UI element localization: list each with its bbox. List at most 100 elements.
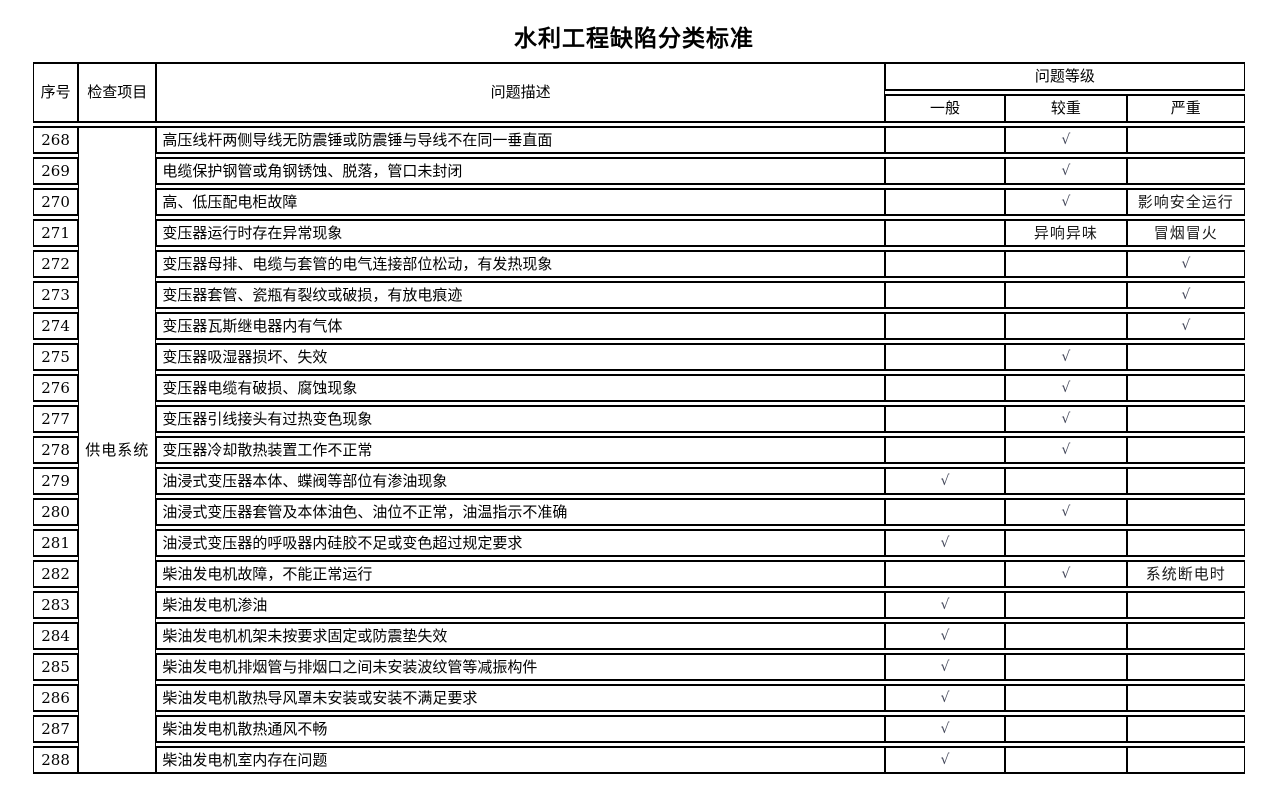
header-description: 问题描述 xyxy=(156,61,885,123)
row-description-cell: 电缆保护钢管或角钢锈蚀、脱落，管口未封闭 xyxy=(156,156,885,185)
row-description-cell: 油浸式变压器本体、蝶阀等部位有渗油现象 xyxy=(156,466,885,495)
row-description-cell: 变压器电缆有破损、腐蚀现象 xyxy=(156,373,885,402)
header-level-severe: 严重 xyxy=(1126,93,1245,123)
level-general-cell xyxy=(884,249,1006,278)
table-row: 276 变压器电缆有破损、腐蚀现象 √ xyxy=(33,373,1245,402)
row-index-cell: 271 xyxy=(33,218,79,247)
row-description-cell: 变压器运行时存在异常现象 xyxy=(156,218,885,247)
row-index-cell: 286 xyxy=(33,683,79,712)
level-moderate-cell: √ xyxy=(1005,497,1127,526)
table-row: 270 高、低压配电柜故障 √ 影响安全运行 xyxy=(33,187,1245,216)
level-general-cell: √ xyxy=(884,590,1006,619)
level-severe-cell xyxy=(1126,714,1245,743)
level-moderate-cell: √ xyxy=(1005,156,1127,185)
level-severe-cell xyxy=(1126,590,1245,619)
level-general-cell xyxy=(884,404,1006,433)
level-moderate-cell xyxy=(1005,745,1127,774)
level-general-cell xyxy=(884,559,1006,588)
level-moderate-cell xyxy=(1005,528,1127,557)
table-row: 268 供电系统 高压线杆两侧导线无防震锤或防震锤与导线不在同一垂直面 √ xyxy=(33,125,1245,774)
level-severe-cell xyxy=(1126,683,1245,712)
row-index-cell: 287 xyxy=(33,714,79,743)
row-description-cell: 变压器引线接头有过热变色现象 xyxy=(156,404,885,433)
header-index: 序号 xyxy=(33,61,79,123)
table-row: 288 柴油发电机室内存在问题 √ xyxy=(33,745,1245,774)
row-index-cell: 281 xyxy=(33,528,79,557)
row-description-cell: 柴油发电机室内存在问题 xyxy=(156,745,885,774)
page-title: 水利工程缺陷分类标准 xyxy=(514,26,754,52)
level-moderate-cell: 异响异味 xyxy=(1005,218,1127,247)
level-severe-cell: 影响安全运行 xyxy=(1126,187,1245,216)
level-moderate-cell: √ xyxy=(1005,187,1127,216)
level-general-cell xyxy=(884,125,1006,154)
level-moderate-cell xyxy=(1005,466,1127,495)
level-severe-cell xyxy=(1126,404,1245,433)
row-description-cell: 高压线杆两侧导线无防震锤或防震锤与导线不在同一垂直面 xyxy=(156,125,885,154)
row-description-cell: 柴油发电机排烟管与排烟口之间未安装波纹管等减振构件 xyxy=(156,652,885,681)
level-moderate-cell xyxy=(1005,652,1127,681)
level-moderate-cell: √ xyxy=(1005,342,1127,371)
row-index-cell: 288 xyxy=(33,745,79,774)
row-index-cell: 283 xyxy=(33,590,79,619)
table-row: 278 变压器冷却散热装置工作不正常 √ xyxy=(33,435,1245,464)
level-severe-cell xyxy=(1126,435,1245,464)
level-severe-cell: 系统断电时 xyxy=(1126,559,1245,588)
level-severe-cell xyxy=(1126,745,1245,774)
level-severe-cell: √ xyxy=(1126,311,1245,340)
level-moderate-cell xyxy=(1005,621,1127,650)
level-moderate-cell: √ xyxy=(1005,559,1127,588)
row-description-cell: 变压器吸湿器损坏、失效 xyxy=(156,342,885,371)
level-general-cell: √ xyxy=(884,683,1006,712)
table-row: 273 变压器套管、瓷瓶有裂纹或破损，有放电痕迹 √ xyxy=(33,280,1245,309)
row-description-cell: 柴油发电机机架未按要求固定或防震垫失效 xyxy=(156,621,885,650)
row-index-cell: 280 xyxy=(33,497,79,526)
level-general-cell: √ xyxy=(884,466,1006,495)
row-index-cell: 274 xyxy=(33,311,79,340)
row-index-cell: 282 xyxy=(33,559,79,588)
level-general-cell xyxy=(884,373,1006,402)
header-level-group: 问题等级 xyxy=(884,61,1245,91)
level-general-cell xyxy=(884,342,1006,371)
row-description-cell: 变压器套管、瓷瓶有裂纹或破损，有放电痕迹 xyxy=(156,280,885,309)
table-row: 286 柴油发电机散热导风罩未安装或安装不满足要求 √ xyxy=(33,683,1245,712)
table-row: 284 柴油发电机机架未按要求固定或防震垫失效 √ xyxy=(33,621,1245,650)
level-severe-cell xyxy=(1126,466,1245,495)
row-description-cell: 变压器母排、电缆与套管的电气连接部位松动，有发热现象 xyxy=(156,249,885,278)
level-general-cell: √ xyxy=(884,621,1006,650)
row-index-cell: 268 xyxy=(33,125,79,154)
level-severe-cell xyxy=(1126,652,1245,681)
level-moderate-cell xyxy=(1005,714,1127,743)
table-row: 269 电缆保护钢管或角钢锈蚀、脱落，管口未封闭 √ xyxy=(33,156,1245,185)
row-description-cell: 柴油发电机散热通风不畅 xyxy=(156,714,885,743)
level-moderate-cell: √ xyxy=(1005,404,1127,433)
level-general-cell: √ xyxy=(884,745,1006,774)
table-row: 275 变压器吸湿器损坏、失效 √ xyxy=(33,342,1245,371)
level-general-cell xyxy=(884,156,1006,185)
level-general-cell xyxy=(884,280,1006,309)
row-description-cell: 柴油发电机散热导风罩未安装或安装不满足要求 xyxy=(156,683,885,712)
table-header: 序号 检查项目 问题描述 问题等级 一般 较重 严重 xyxy=(33,61,1245,123)
table-row: 282 柴油发电机故障，不能正常运行 √ 系统断电时 xyxy=(33,559,1245,588)
row-description-cell: 油浸式变压器套管及本体油色、油位不正常，油温指示不准确 xyxy=(156,497,885,526)
level-moderate-cell xyxy=(1005,311,1127,340)
level-severe-cell: 冒烟冒火 xyxy=(1126,218,1245,247)
level-moderate-cell xyxy=(1005,590,1127,619)
level-general-cell: √ xyxy=(884,714,1006,743)
row-index-cell: 279 xyxy=(33,466,79,495)
row-index-cell: 285 xyxy=(33,652,79,681)
level-moderate-cell xyxy=(1005,249,1127,278)
level-severe-cell xyxy=(1126,156,1245,185)
header-level-general: 一般 xyxy=(884,93,1006,123)
level-severe-cell: √ xyxy=(1126,280,1245,309)
level-general-cell xyxy=(884,497,1006,526)
level-severe-cell xyxy=(1126,497,1245,526)
level-general-cell xyxy=(884,435,1006,464)
row-description-cell: 柴油发电机故障，不能正常运行 xyxy=(156,559,885,588)
level-moderate-cell xyxy=(1005,280,1127,309)
table-row: 280 油浸式变压器套管及本体油色、油位不正常，油温指示不准确 √ xyxy=(33,497,1245,526)
header-level-moderate: 较重 xyxy=(1005,93,1127,123)
table-row: 277 变压器引线接头有过热变色现象 √ xyxy=(33,404,1245,433)
level-severe-cell xyxy=(1126,621,1245,650)
table-row: 274 变压器瓦斯继电器内有气体 √ xyxy=(33,311,1245,340)
